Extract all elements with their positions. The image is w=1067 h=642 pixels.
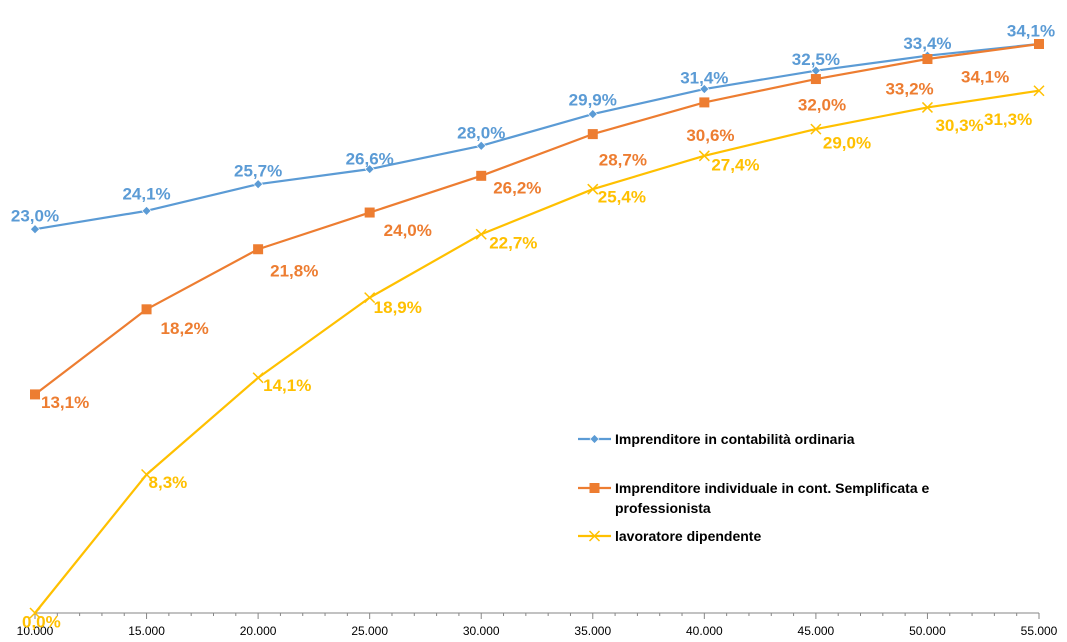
x-tick-label: 20.000	[240, 624, 277, 638]
x-tick-label: 50.000	[909, 624, 946, 638]
legend-entry-3: lavoratore dipendente	[578, 528, 761, 544]
data-label: 26,6%	[346, 150, 394, 169]
x-tick-label: 35.000	[574, 624, 611, 638]
x-tick-label: 15.000	[128, 624, 165, 638]
legend-label: professionista	[615, 500, 711, 516]
data-label: 13,1%	[41, 393, 89, 412]
data-label: 24,0%	[384, 221, 432, 240]
data-point-marker	[698, 150, 710, 162]
data-point-marker	[30, 389, 40, 400]
data-label: 28,0%	[457, 123, 505, 142]
data-label: 28,7%	[599, 151, 647, 170]
series-path	[34, 89, 1040, 614]
legend-label: lavoratore dipendente	[615, 528, 761, 544]
series-line-2	[30, 39, 1044, 400]
data-label: 26,2%	[493, 178, 541, 197]
data-point-marker	[141, 468, 153, 481]
data-label: 29,0%	[823, 134, 871, 153]
data-label: 18,9%	[374, 298, 422, 317]
data-label: 25,7%	[234, 162, 282, 181]
data-point-marker	[476, 170, 487, 181]
data-label: 14,1%	[263, 376, 311, 395]
x-tick-label: 30.000	[463, 624, 500, 638]
data-label: 21,8%	[270, 262, 318, 281]
data-point-marker	[253, 244, 264, 255]
data-point-marker	[922, 54, 933, 65]
x-tick-label: 40.000	[686, 624, 723, 638]
series-line-1	[30, 39, 1044, 235]
data-point-marker	[699, 84, 710, 94]
x-tick-label: 10.000	[17, 624, 54, 638]
x-axis: 10.000 15.000 20.000 25.000 30.000 35.000 40.0…	[17, 612, 1058, 638]
series-path	[34, 42, 1040, 396]
data-labels: 23,0% 24,1% 25,7% 26,6% 28,0% 29,9% 31,4% 32,5%…	[11, 21, 1055, 631]
data-label: 32,5%	[792, 50, 840, 69]
data-point-marker	[141, 205, 152, 216]
data-point-marker	[587, 183, 599, 195]
data-label: 22,7%	[489, 234, 537, 253]
series-path	[34, 42, 1040, 231]
data-label: 8,3%	[149, 473, 188, 492]
data-point-marker	[1033, 85, 1045, 97]
data-label: 33,4%	[903, 34, 951, 53]
data-label: 30,3%	[935, 116, 983, 135]
x-tick-label: 25.000	[351, 624, 388, 638]
data-label: 31,4%	[680, 69, 728, 88]
data-label: 29,9%	[569, 91, 617, 110]
data-point-marker	[141, 304, 152, 315]
data-point-marker	[699, 97, 710, 108]
data-point-marker	[589, 483, 600, 493]
data-label: 30,6%	[686, 126, 734, 145]
data-point-marker	[810, 74, 821, 85]
series-line-3	[29, 85, 1045, 619]
data-label: 34,1%	[961, 67, 1009, 86]
data-point-marker	[364, 207, 375, 218]
data-label: 0,0%	[22, 612, 61, 631]
data-point-marker	[30, 224, 40, 235]
x-tick-label: 55.000	[1021, 624, 1058, 638]
x-tick-label: 45.000	[798, 624, 835, 638]
data-point-marker	[253, 179, 264, 190]
data-point-marker	[252, 372, 264, 384]
legend: Imprenditore in contabilità ordinaria Imp…	[578, 431, 929, 544]
data-label: 23,0%	[11, 207, 59, 226]
data-point-marker	[589, 434, 600, 444]
data-label: 34,1%	[1007, 21, 1055, 40]
data-label: 33,2%	[885, 80, 933, 99]
data-label: 24,1%	[122, 184, 170, 203]
legend-label: Imprenditore individuale in cont. Sempli…	[615, 480, 929, 496]
legend-entry-2: Imprenditore individuale in cont. Sempli…	[578, 480, 929, 516]
data-point-marker	[29, 607, 41, 619]
data-point-marker	[588, 530, 601, 542]
legend-label: Imprenditore in contabilità ordinaria	[615, 431, 855, 447]
data-point-marker	[364, 164, 375, 175]
data-label: 18,2%	[161, 319, 209, 338]
legend-entry-1: Imprenditore in contabilità ordinaria	[578, 431, 855, 447]
data-label: 25,4%	[598, 188, 646, 207]
data-point-marker	[364, 292, 376, 304]
data-point-marker	[810, 123, 822, 135]
data-label: 31,3%	[984, 110, 1032, 129]
series-group	[29, 39, 1045, 619]
data-label: 32,0%	[798, 96, 846, 115]
data-point-marker	[1034, 39, 1044, 49]
data-point-marker	[476, 140, 487, 151]
data-point-marker	[475, 228, 487, 240]
data-label: 27,4%	[711, 155, 759, 174]
data-point-marker	[587, 129, 598, 140]
data-point-marker	[921, 101, 933, 113]
data-point-marker	[587, 109, 598, 120]
